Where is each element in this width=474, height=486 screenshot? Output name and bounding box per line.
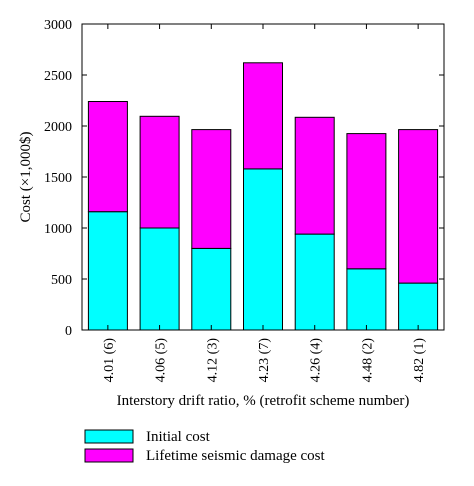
legend-label-initial-cost: Initial cost xyxy=(146,429,211,445)
y-tick-label: 1500 xyxy=(44,171,72,186)
legend-swatch-lifetime-seismic-damage-cost xyxy=(84,448,134,463)
legend: Initial cost Lifetime seismic damage cos… xyxy=(84,429,326,464)
x-tick-label: 4.06 (5) xyxy=(154,338,169,383)
bar-initial-cost-2 xyxy=(139,227,180,331)
bar-lifetime-seismic-damage-cost-7 xyxy=(398,129,439,284)
x-tick-label: 4.26 (4) xyxy=(309,338,324,383)
y-tick-label: 3000 xyxy=(44,18,72,33)
y-axis-label: Cost (×1,000$) xyxy=(18,132,34,223)
bar-lifetime-seismic-damage-cost-2 xyxy=(139,115,180,229)
bar-lifetime-seismic-damage-cost-4 xyxy=(243,62,283,170)
bar-lifetime-seismic-damage-cost-5 xyxy=(294,116,335,235)
bar-initial-cost-6 xyxy=(346,268,387,331)
x-axis-label: Interstory drift ratio, % (retrofit sche… xyxy=(117,393,410,409)
y-tick-label: 2500 xyxy=(44,69,72,84)
x-tick-label: 4.48 (2) xyxy=(360,338,375,383)
x-tick-label: 4.82 (1) xyxy=(412,338,427,383)
y-tick-label: 1000 xyxy=(44,222,72,237)
y-tick-label: 2000 xyxy=(44,120,72,135)
y-tick-label: 0 xyxy=(65,324,72,339)
x-tick-label: 4.12 (3) xyxy=(205,338,220,383)
bar-initial-cost-4 xyxy=(243,168,283,331)
legend-swatch-initial-cost xyxy=(84,429,134,444)
bar-initial-cost-7 xyxy=(398,282,439,331)
bar-initial-cost-5 xyxy=(294,233,335,331)
bar-lifetime-seismic-damage-cost-3 xyxy=(191,129,232,249)
legend-label-lifetime-seismic-damage-cost: Lifetime seismic damage cost xyxy=(146,448,326,464)
bar-lifetime-seismic-damage-cost-6 xyxy=(346,133,387,270)
y-tick-label: 500 xyxy=(51,273,72,288)
bar-lifetime-seismic-damage-cost-1 xyxy=(87,101,128,213)
bar-initial-cost-1 xyxy=(87,211,128,331)
x-tick-label: 4.01 (6) xyxy=(102,338,117,383)
x-tick-label: 4.23 (7) xyxy=(257,338,272,383)
bar-initial-cost-3 xyxy=(191,247,232,331)
